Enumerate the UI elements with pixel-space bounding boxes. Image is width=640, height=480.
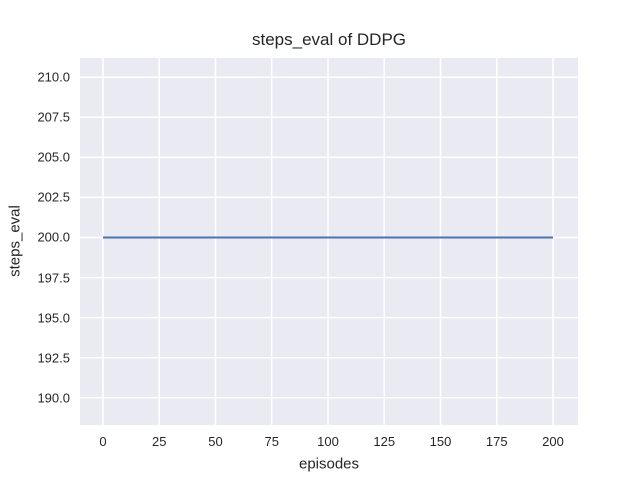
x-tick-label: 200 — [542, 434, 564, 449]
y-tick-label: 202.5 — [37, 189, 70, 205]
chart-title: steps_eval of DDPG — [251, 30, 407, 49]
x-axis-label: episodes — [298, 455, 360, 473]
x-tick-label: 25 — [151, 434, 167, 449]
x-tick-label: 100 — [317, 434, 339, 449]
y-tick-label: 205.0 — [37, 149, 70, 165]
x-tick-label: 0 — [99, 434, 107, 449]
y-tick-label: 190.0 — [37, 390, 70, 406]
y-tick-label: 200.0 — [37, 229, 70, 245]
x-tick-label: 150 — [429, 434, 452, 449]
x-tick-label: 50 — [208, 434, 223, 449]
x-tick-label: 125 — [373, 434, 396, 449]
y-tick-label: 195.0 — [37, 310, 70, 326]
plot-area — [80, 58, 578, 425]
y-axis-label: steps_eval — [6, 205, 24, 277]
x-tick-label: 75 — [264, 434, 279, 449]
plot-canvas — [80, 58, 578, 425]
y-tick-label: 192.5 — [37, 350, 70, 366]
y-tick-label: 207.5 — [37, 109, 70, 125]
y-tick-label: 197.5 — [37, 270, 70, 286]
x-tick-label: 175 — [485, 434, 508, 449]
y-tick-label: 210.0 — [37, 69, 70, 85]
